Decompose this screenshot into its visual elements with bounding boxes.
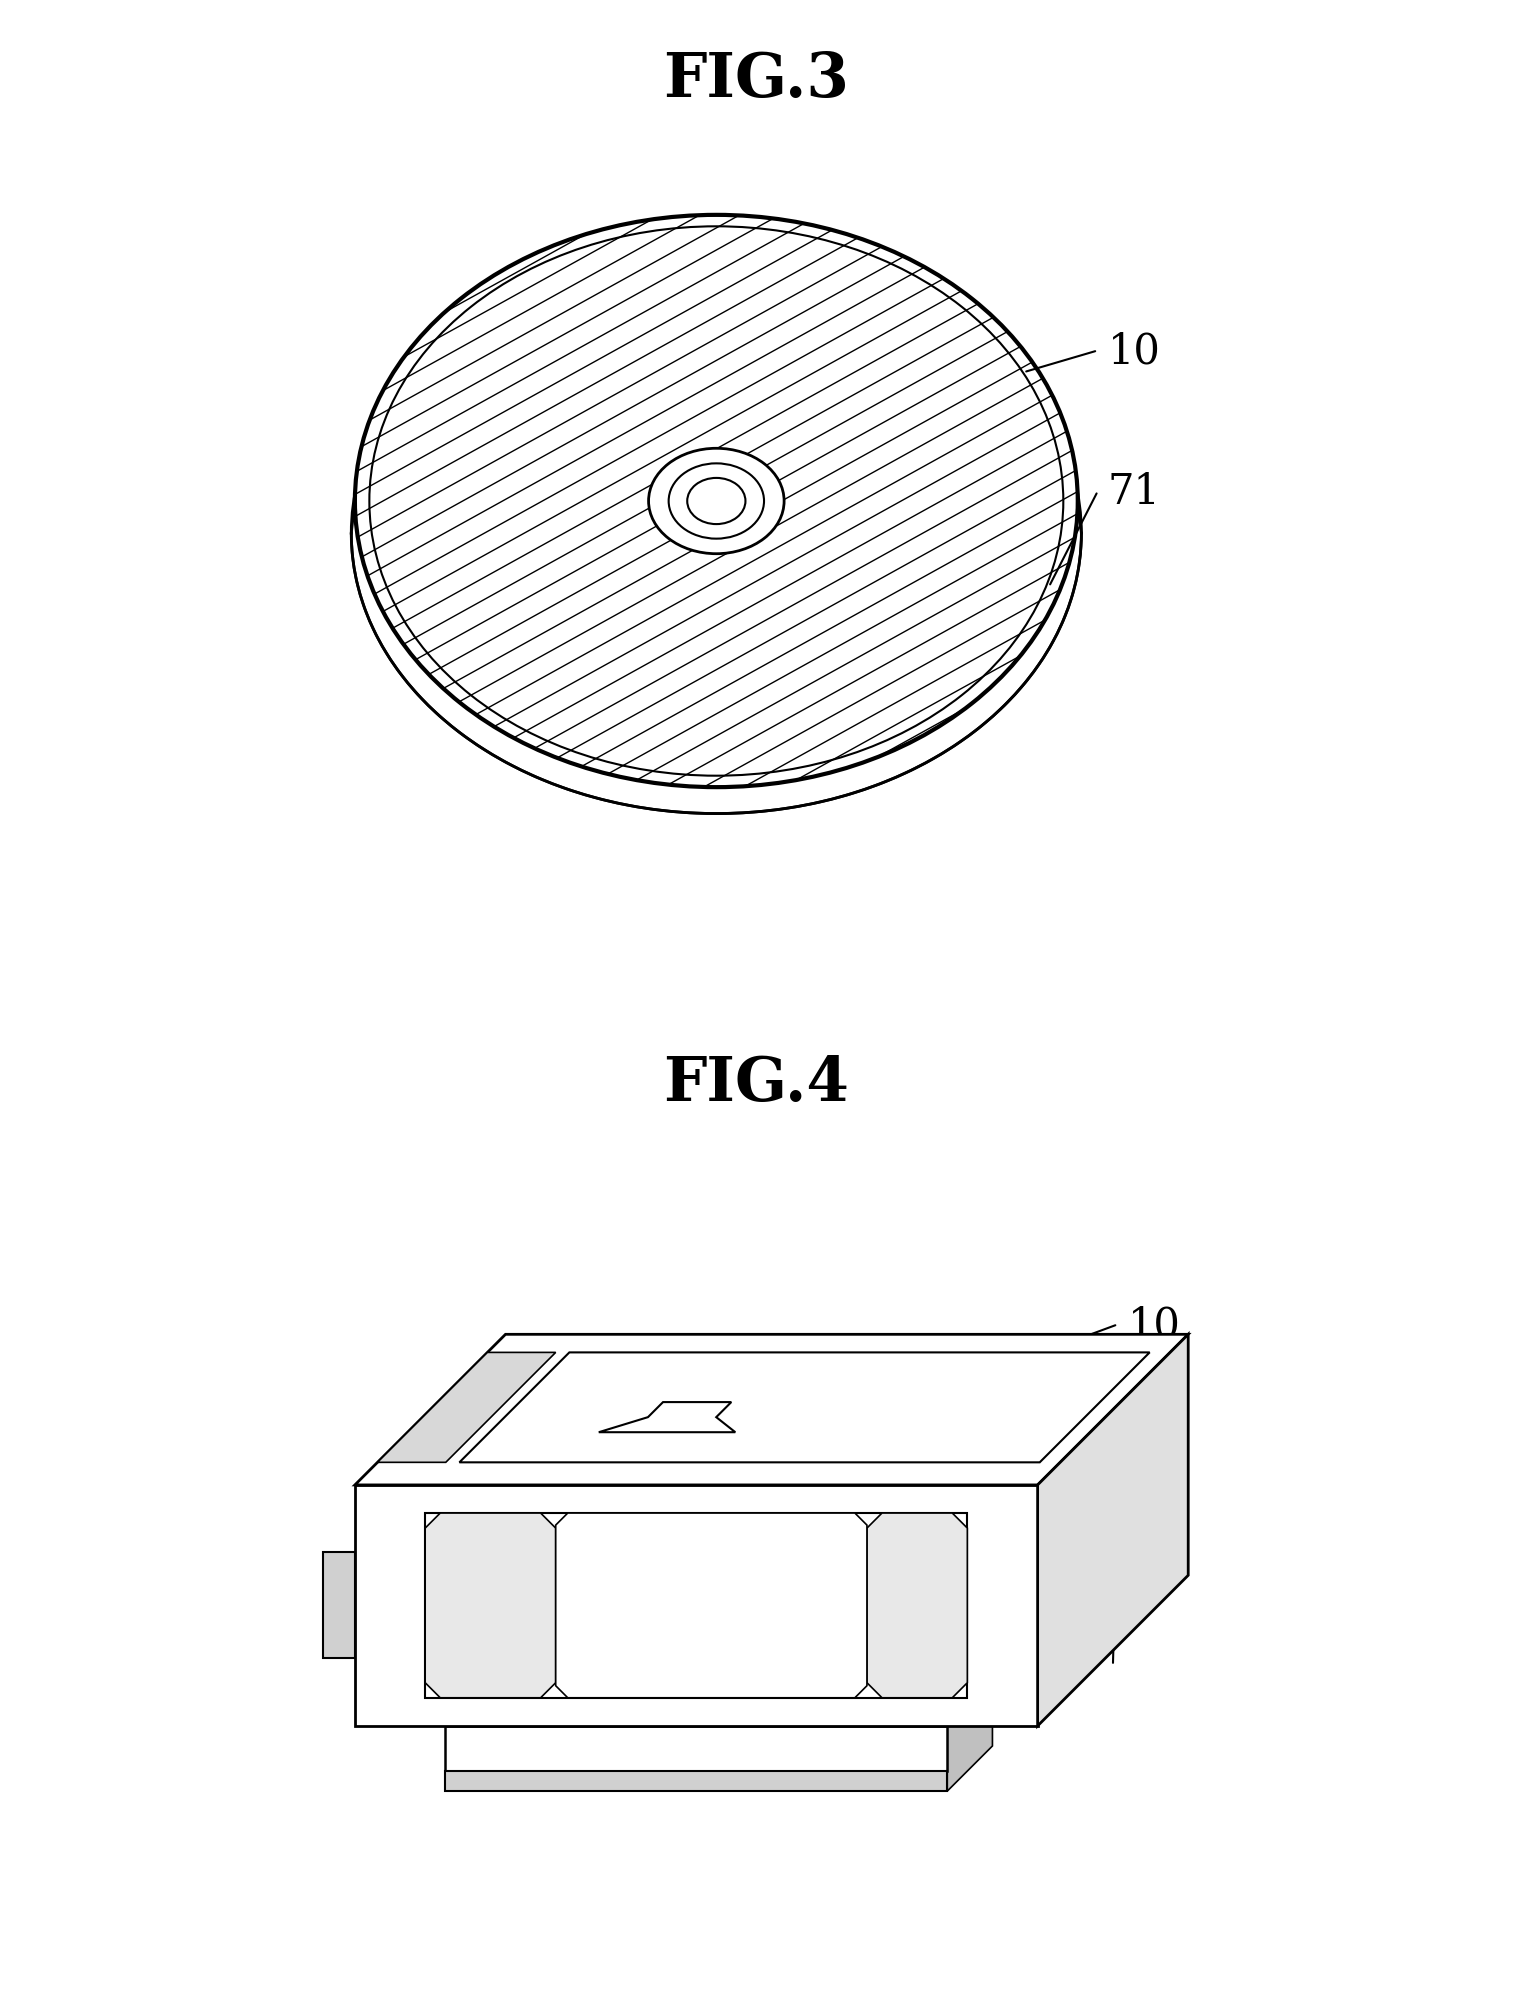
Text: 72: 72 [1129, 1455, 1182, 1495]
Polygon shape [460, 1353, 1150, 1463]
Ellipse shape [687, 478, 746, 526]
Text: 71: 71 [1108, 472, 1160, 512]
Ellipse shape [649, 450, 784, 554]
Polygon shape [445, 1772, 947, 1792]
Polygon shape [322, 1553, 356, 1658]
Polygon shape [555, 1513, 867, 1698]
Polygon shape [1038, 1335, 1188, 1726]
Text: FIG.4: FIG.4 [664, 1054, 849, 1114]
Text: 10: 10 [1108, 331, 1160, 371]
Text: FIG.3: FIG.3 [664, 50, 849, 110]
Polygon shape [445, 1726, 947, 1772]
Ellipse shape [669, 464, 764, 540]
Polygon shape [947, 1682, 993, 1792]
Ellipse shape [356, 215, 1077, 789]
Polygon shape [356, 1335, 1188, 1485]
Polygon shape [356, 1485, 1038, 1726]
Polygon shape [425, 1513, 967, 1698]
Text: 10: 10 [1129, 1305, 1180, 1345]
Polygon shape [867, 1513, 967, 1698]
Polygon shape [425, 1513, 555, 1698]
Polygon shape [377, 1353, 555, 1463]
Polygon shape [599, 1403, 735, 1433]
